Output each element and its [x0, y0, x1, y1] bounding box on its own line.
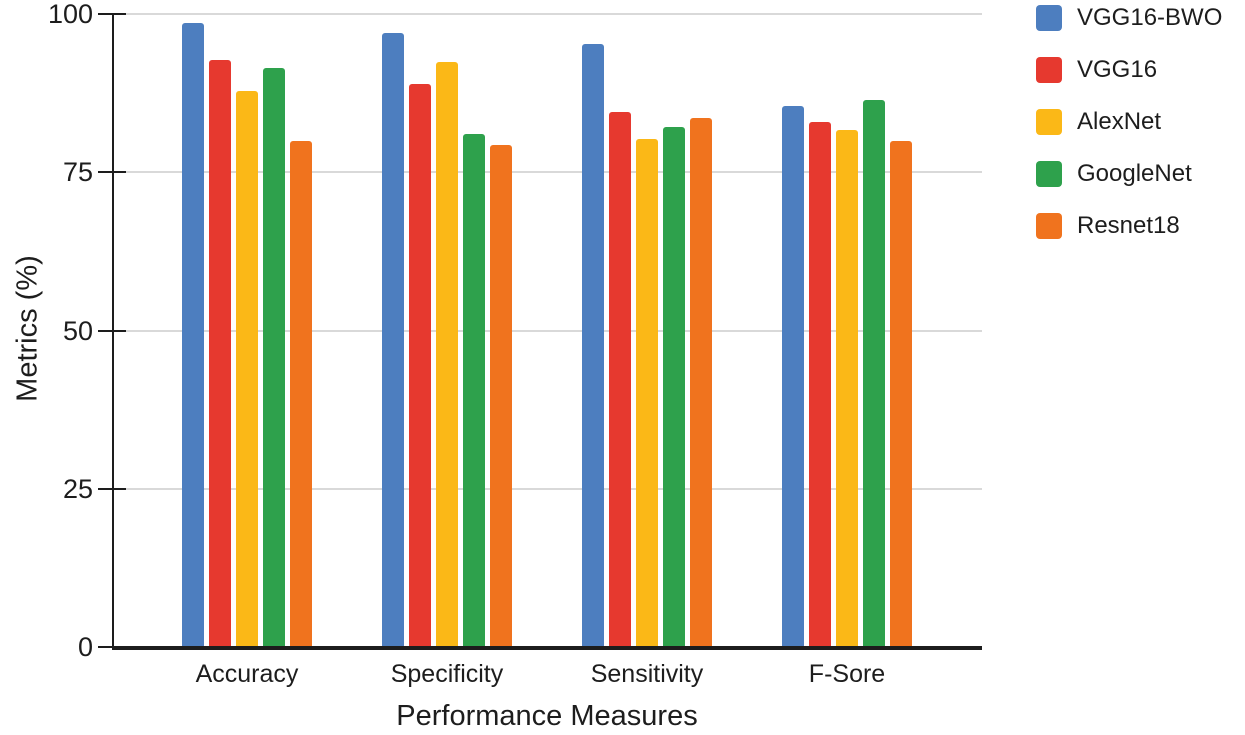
bar-alexnet-accuracy [236, 91, 258, 647]
y-tick-mark-50 [98, 330, 126, 332]
bar-resnet18-specificity [490, 145, 512, 647]
legend: VGG16-BWO VGG16 AlexNet GoogleNet Resnet18 [1036, 4, 1222, 264]
bar-vgg16-sensitivity [609, 112, 631, 647]
gridline-50 [112, 330, 982, 332]
y-tick-mark-75 [98, 171, 126, 173]
x-category-label-accuracy: Accuracy [195, 660, 299, 688]
legend-item-googlenet: GoogleNet [1036, 160, 1222, 187]
y-tick-label-0: 0 [77, 632, 93, 662]
bar-vgg16-bwo-accuracy [182, 23, 204, 647]
bar-vgg16-bwo-sensitivity [582, 44, 604, 647]
bar-resnet18-accuracy [290, 141, 312, 647]
y-tick-mark-100 [98, 13, 126, 15]
x-category-label-sensitivity: Sensitivity [590, 660, 704, 688]
legend-label-vgg16-bwo: VGG16-BWO [1077, 3, 1223, 31]
y-tick-mark-25 [98, 488, 126, 490]
legend-label-alexnet: AlexNet [1077, 107, 1162, 135]
legend-swatch-googlenet [1036, 160, 1062, 187]
bar-googlenet-specificity [463, 134, 485, 647]
bar-alexnet-specificity [436, 62, 458, 647]
bar-alexnet-f-sore [836, 130, 858, 647]
legend-label-googlenet: GoogleNet [1077, 159, 1192, 187]
y-axis-title: Metrics (%) [11, 255, 44, 402]
gridline-100 [112, 13, 982, 15]
legend-item-vgg16-bwo: VGG16-BWO [1036, 4, 1222, 31]
bar-vgg16-bwo-f-sore [782, 106, 804, 647]
legend-item-alexnet: AlexNet [1036, 108, 1222, 135]
bar-vgg16-f-sore [809, 122, 831, 647]
y-tick-label-75: 75 [62, 157, 93, 187]
legend-label-vgg16: VGG16 [1077, 55, 1158, 83]
bar-vgg16-bwo-specificity [382, 33, 404, 647]
x-category-label-specificity: Specificity [390, 660, 504, 688]
y-tick-label-100: 100 [47, 0, 93, 29]
x-category-label-f-sore: F-Sore [808, 660, 886, 688]
bar-resnet18-sensitivity [690, 118, 712, 647]
legend-swatch-vgg16 [1036, 56, 1062, 83]
legend-label-resnet18: Resnet18 [1077, 211, 1180, 239]
gridline-25 [112, 488, 982, 490]
legend-item-vgg16: VGG16 [1036, 56, 1222, 83]
bar-alexnet-sensitivity [636, 139, 658, 647]
y-tick-label-50: 50 [62, 316, 93, 346]
bar-vgg16-specificity [409, 84, 431, 647]
gridline-75 [112, 171, 982, 173]
x-axis-line [112, 646, 982, 650]
y-tick-label-25: 25 [62, 474, 93, 504]
legend-swatch-vgg16-bwo [1036, 4, 1062, 31]
bar-resnet18-f-sore [890, 141, 912, 647]
bar-googlenet-accuracy [263, 68, 285, 647]
bar-vgg16-accuracy [209, 60, 231, 647]
legend-item-resnet18: Resnet18 [1036, 212, 1222, 239]
x-axis-title: Performance Measures [396, 700, 698, 732]
legend-swatch-resnet18 [1036, 212, 1062, 239]
bar-googlenet-sensitivity [663, 127, 685, 647]
bar-googlenet-f-sore [863, 100, 885, 647]
legend-swatch-alexnet [1036, 108, 1062, 135]
